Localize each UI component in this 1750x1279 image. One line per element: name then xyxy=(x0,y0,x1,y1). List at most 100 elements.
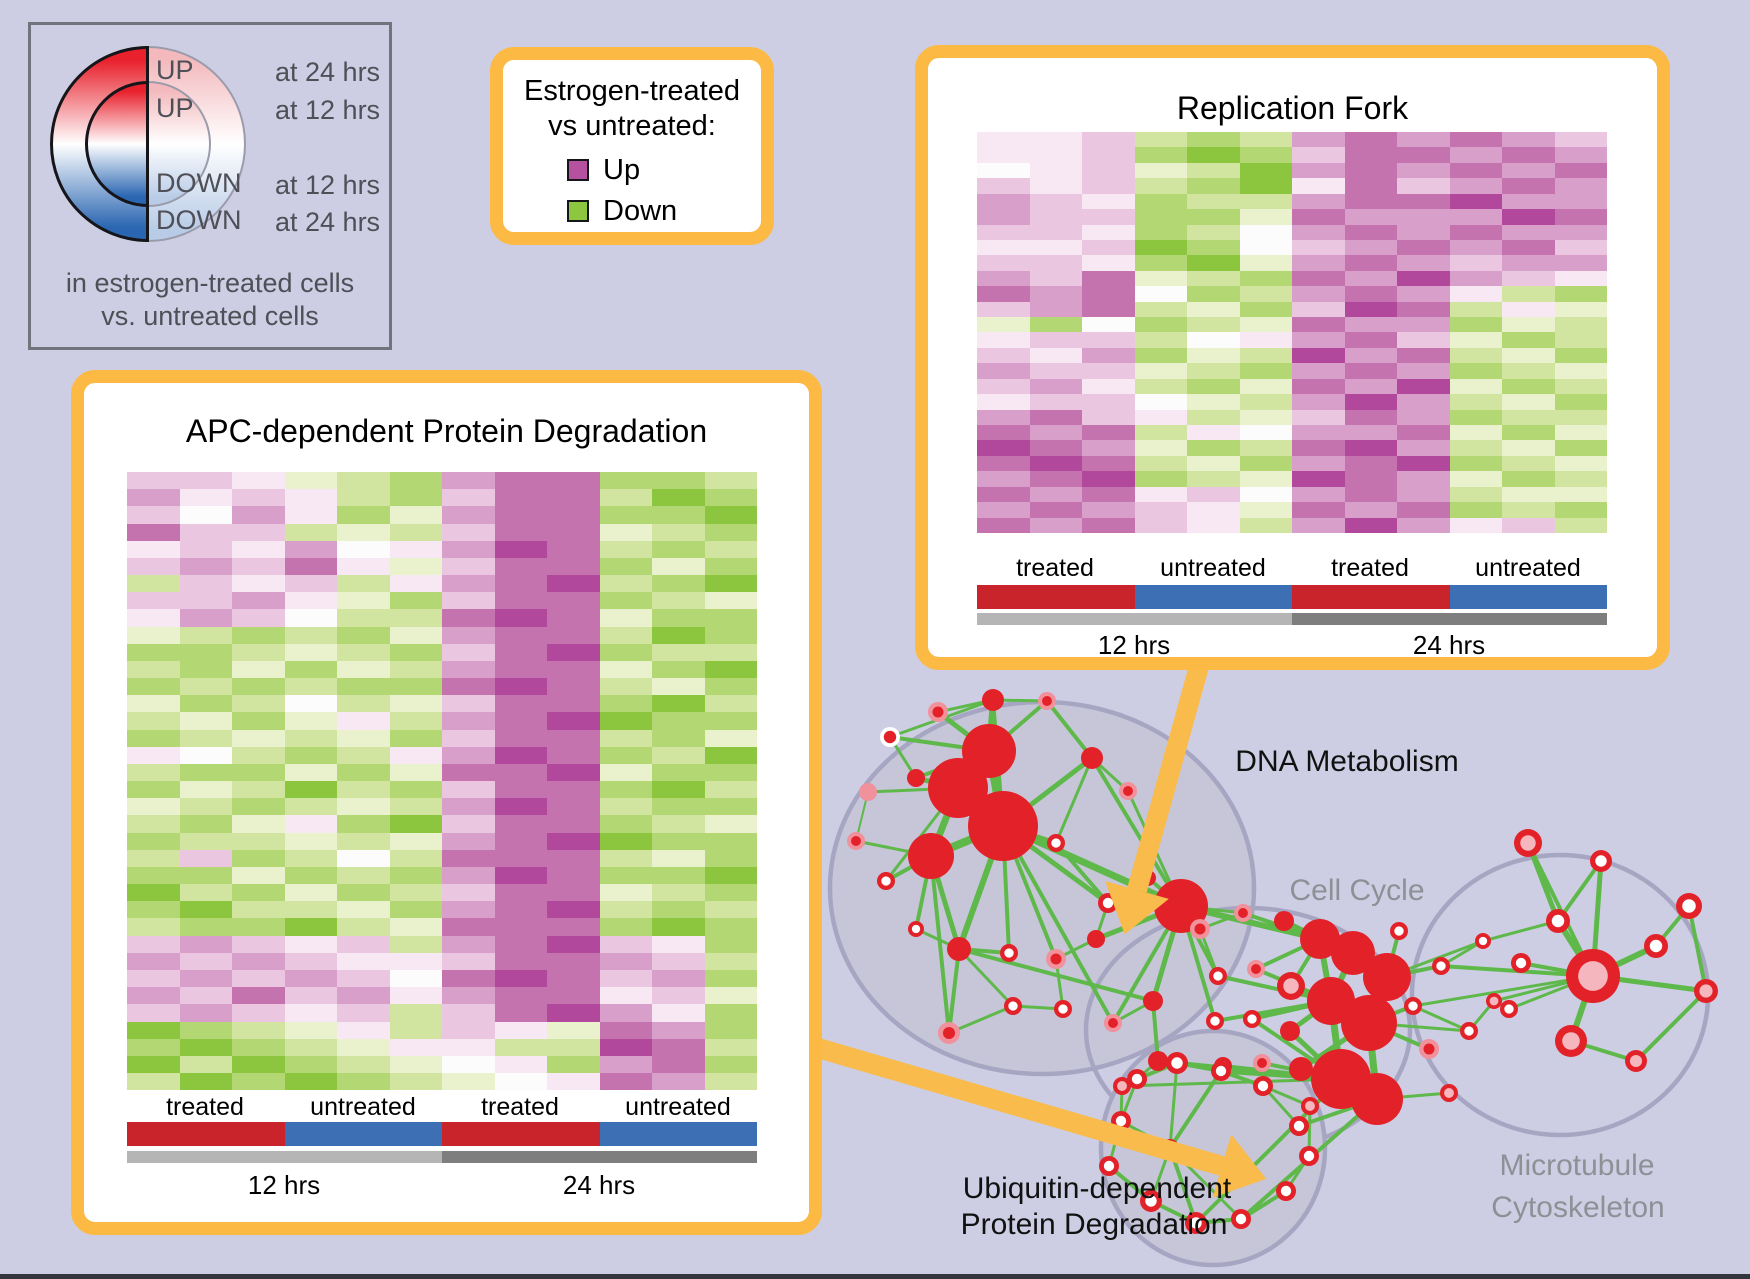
heatmap-row xyxy=(127,678,757,696)
heatmap-cell xyxy=(599,575,652,593)
group-label: treated xyxy=(166,1093,244,1121)
heatmap-cell xyxy=(127,832,180,850)
heatmap-row xyxy=(977,425,1607,441)
heatmap-cell xyxy=(1134,162,1187,179)
network-node-red-core xyxy=(932,706,944,718)
heatmap-cell xyxy=(232,678,285,696)
heatmap-cell xyxy=(179,1021,232,1039)
heatmap-cell xyxy=(284,746,337,764)
network-node-white-core xyxy=(1504,1004,1514,1014)
heatmap-cell xyxy=(232,695,285,713)
network-edge xyxy=(957,947,1155,1003)
heatmap-cell xyxy=(127,1004,180,1022)
heatmap-cell xyxy=(232,506,285,524)
heatmap-cell xyxy=(1344,425,1397,441)
heatmap-cell xyxy=(232,1073,285,1091)
panel-to-cluster-arrow-shaft xyxy=(815,1038,1225,1176)
heatmap-cell xyxy=(337,660,390,679)
heatmap-cell xyxy=(1397,378,1450,395)
heatmap-cell xyxy=(1397,301,1450,318)
heatmap-cell xyxy=(1449,440,1502,456)
heatmap-cell xyxy=(1029,193,1082,210)
heatmap-cell xyxy=(1239,270,1292,287)
heatmap-cell xyxy=(599,1004,652,1022)
heatmap-cell xyxy=(1239,517,1292,533)
heatmap-cell xyxy=(547,729,600,747)
heatmap-cell xyxy=(232,472,285,490)
heatmap-cell xyxy=(127,695,180,713)
heatmap-cell xyxy=(704,746,757,764)
legend-dir-label: UP xyxy=(156,55,194,85)
network-node-red-core xyxy=(1194,923,1206,935)
heatmap-cell xyxy=(1397,517,1450,533)
heatmap-cell xyxy=(389,849,442,867)
heatmap-cell xyxy=(1239,409,1292,426)
heatmap-cell xyxy=(977,378,1030,395)
heatmap-cell xyxy=(179,506,232,524)
heatmap-cell xyxy=(127,729,180,747)
heatmap-cell xyxy=(442,643,495,661)
heatmap-row xyxy=(977,394,1607,410)
heatmap-cell xyxy=(1134,224,1187,240)
heatmap-cell xyxy=(1397,332,1450,348)
heatmap-cell xyxy=(284,918,337,936)
heatmap-cell xyxy=(232,1038,285,1056)
heatmap-cell xyxy=(1397,147,1450,163)
heatmap-cell xyxy=(652,884,705,902)
heatmap-cell xyxy=(389,763,442,782)
heatmap-cell xyxy=(652,523,705,541)
heatmap-cell xyxy=(704,523,757,541)
heatmap-cell xyxy=(337,952,390,970)
network-node-white-core xyxy=(1008,1001,1018,1011)
heatmap-cell xyxy=(1187,239,1240,256)
heatmap-cell xyxy=(127,592,180,610)
heatmap-cell xyxy=(1449,332,1502,348)
network-edge xyxy=(1090,756,1183,908)
heatmap-cell xyxy=(284,557,337,576)
heatmap-row xyxy=(127,746,757,764)
heatmap-cell xyxy=(1554,224,1607,240)
updown-circle-legend-box: UP at 24 hrs UP at 12 hrs DOWN at 12 hrs… xyxy=(28,22,392,350)
heatmap-cell xyxy=(1554,378,1607,395)
heatmap-cell xyxy=(1082,286,1135,302)
heatmap-cell xyxy=(337,781,390,799)
heatmap-cell xyxy=(652,832,705,850)
network-node-solid xyxy=(928,758,988,818)
heatmap-cell xyxy=(232,660,285,679)
heatmap-cell xyxy=(1029,286,1082,302)
heatmap-row xyxy=(977,455,1607,472)
network-node-red-core xyxy=(1238,908,1248,918)
heatmap-cell xyxy=(1239,239,1292,256)
heatmap-cell xyxy=(652,540,705,558)
heatmap-cell xyxy=(1292,394,1345,410)
heatmap-cell xyxy=(1082,486,1135,503)
heatmap-cell xyxy=(284,781,337,799)
heatmap-cell xyxy=(599,1073,652,1091)
heatmap-cell xyxy=(1292,255,1345,271)
heatmap-row xyxy=(977,162,1607,179)
heatmap-cell xyxy=(337,918,390,936)
heatmap-cell xyxy=(1082,455,1135,472)
heatmap-cell xyxy=(337,884,390,902)
heatmap-cell xyxy=(1082,332,1135,348)
heatmap-cell xyxy=(977,471,1030,487)
heatmap-cell xyxy=(179,935,232,953)
heatmap-row xyxy=(127,506,757,524)
heatmap-cell xyxy=(494,763,547,782)
24hr-bar xyxy=(442,1151,757,1163)
heatmap-cell xyxy=(494,660,547,679)
network-node-white-core xyxy=(1280,1185,1292,1197)
heatmap-cell xyxy=(599,506,652,524)
heatmap-cell xyxy=(547,781,600,799)
heatmap-cell xyxy=(1502,255,1555,271)
heatmap-cell xyxy=(442,575,495,593)
network-node-white-core xyxy=(1551,914,1565,928)
heatmap-cell xyxy=(284,1021,337,1039)
heatmap-cell xyxy=(179,952,232,970)
heatmap-cell xyxy=(547,1055,600,1074)
heatmap-cell xyxy=(1239,440,1292,456)
heatmap-cell xyxy=(1292,178,1345,194)
heatmap-cell xyxy=(1554,486,1607,503)
heatmap-cell xyxy=(337,472,390,490)
